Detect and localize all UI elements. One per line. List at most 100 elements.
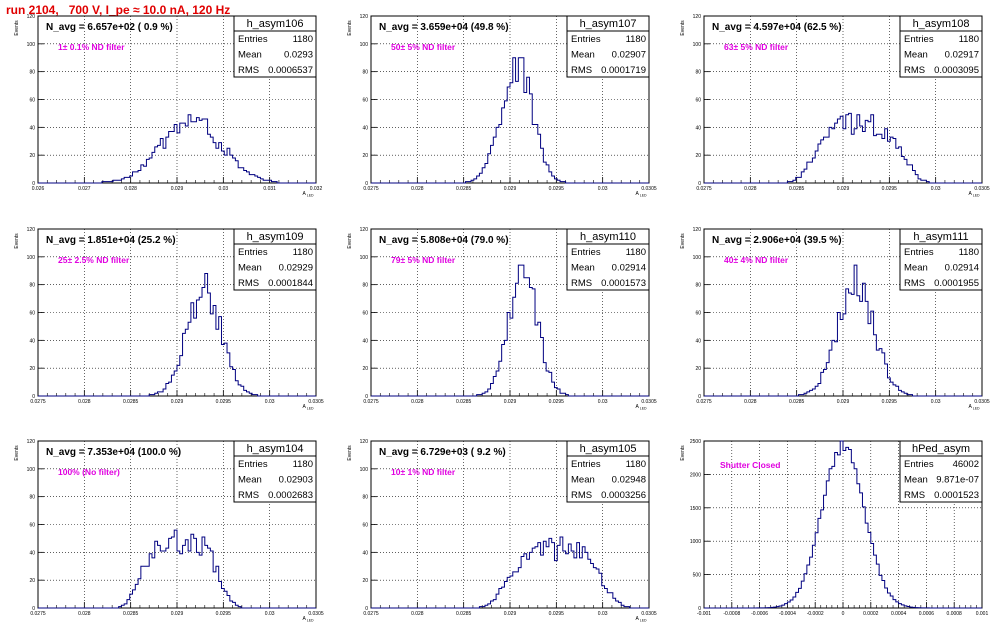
x-tick-label: 0.03 xyxy=(931,399,941,405)
stats-value: 0.02907 xyxy=(612,50,646,61)
y-tick-label: 20 xyxy=(362,153,368,159)
y-axis-label: Events xyxy=(347,233,353,249)
y-tick-label: 2000 xyxy=(690,472,701,478)
x-axis-label-subscript: LED xyxy=(972,194,980,198)
x-axis-label: A LED xyxy=(635,404,647,411)
stats-label: RMS xyxy=(238,278,259,289)
x-tick-label: 0.026 xyxy=(32,186,45,192)
stats-value: 1180 xyxy=(293,247,313,258)
stats-label: RMS xyxy=(571,278,592,289)
stats-label: Mean xyxy=(904,263,928,274)
x-axis-label: A LED xyxy=(635,616,647,622)
histogram-panel: 0 20 40 60 80 100 120 0.026 0.027 0.028 0.029 0.03 0… xyxy=(14,14,322,198)
filter-annotation: Shutter Closed xyxy=(720,460,780,470)
x-tick-label: 0.03 xyxy=(218,186,228,192)
y-axis-label: Events xyxy=(14,445,20,461)
y-tick-label: 120 xyxy=(360,227,369,233)
stats-value: 46002 xyxy=(953,459,979,470)
stats-box xyxy=(233,243,317,291)
x-tick-label: 0.028 xyxy=(744,186,757,192)
y-tick-label: 40 xyxy=(695,125,701,131)
x-tick-label: 0.029 xyxy=(504,399,517,405)
y-tick-label: 60 xyxy=(29,311,35,317)
x-axis-label: A LED xyxy=(968,191,980,198)
x-axis-label-subscript: LED xyxy=(306,407,314,411)
x-axis-label-subscript: LED xyxy=(972,407,980,411)
y-tick-label: 40 xyxy=(362,125,368,131)
stats-label: Mean xyxy=(904,475,928,486)
x-tick-label: 0.029 xyxy=(504,186,517,192)
x-tick-label: 0.028 xyxy=(411,186,424,192)
y-tick-label: 100 xyxy=(360,42,369,48)
y-axis-label: Events xyxy=(14,233,20,249)
histogram-panel: 0 20 40 60 80 100 120 0.0275 0.028 0.0285 0.029 0.0… xyxy=(347,14,657,198)
y-tick-label: 120 xyxy=(27,227,36,233)
y-tick-label: 20 xyxy=(29,153,35,159)
stats-label: RMS xyxy=(238,65,259,76)
y-tick-label: 120 xyxy=(360,14,369,20)
y-tick-label: 100 xyxy=(27,467,36,473)
x-tick-label: 0.0275 xyxy=(30,611,46,617)
stats-label: Mean xyxy=(571,475,595,486)
filter-annotation: 25± 2.5% ND filter xyxy=(58,255,130,265)
x-tick-label: 0.029 xyxy=(171,186,184,192)
histogram-panel: 0 20 40 60 80 100 120 0.0275 0.028 0.0285 0.029 0.0… xyxy=(680,227,990,411)
histogram-panel: 0 500 1000 1500 2000 2500 -0.001 -0.0008 -0.0006… xyxy=(680,439,988,617)
x-tick-label: 0.0275 xyxy=(696,186,712,192)
y-tick-label: 2500 xyxy=(690,439,701,445)
x-tick-label: 0.0305 xyxy=(308,399,324,405)
x-tick-label: -0.001 xyxy=(697,611,711,617)
stats-box xyxy=(899,30,983,78)
x-axis-label-main: A xyxy=(635,404,639,410)
y-tick-label: 100 xyxy=(360,467,369,473)
x-tick-label: 0.028 xyxy=(411,611,424,617)
x-tick-label: 0.0295 xyxy=(216,399,232,405)
stats-value: 1180 xyxy=(959,247,979,258)
y-axis-label: Events xyxy=(680,445,686,461)
x-tick-label: 0.0305 xyxy=(641,611,657,617)
x-tick-label: -0.0004 xyxy=(779,611,796,617)
stats-label: Mean xyxy=(904,50,928,61)
y-tick-label: 0 xyxy=(698,394,701,400)
x-axis-label-subscript: LED xyxy=(306,619,314,622)
stats-label: RMS xyxy=(571,490,592,501)
x-tick-label: 0.0295 xyxy=(549,611,565,617)
n-avg-label: N_avg = 5.808e+04 (79.0 %) xyxy=(379,235,509,246)
stats-label: Entries xyxy=(571,247,601,258)
stats-value: 0.0001573 xyxy=(601,278,646,289)
filter-annotation: 100% (No filter) xyxy=(58,467,120,477)
stats-label: Entries xyxy=(904,247,934,258)
stats-value: 0.0293 xyxy=(284,50,313,61)
x-tick-label: 0.0285 xyxy=(123,611,139,617)
x-tick-label: 0.0275 xyxy=(30,399,46,405)
filter-annotation: 63± 5% ND filter xyxy=(724,42,789,52)
stats-value: 0.02917 xyxy=(945,50,979,61)
x-tick-label: 0.029 xyxy=(837,399,850,405)
filter-annotation: 50± 5% ND filter xyxy=(391,42,456,52)
histogram-title: h_asym110 xyxy=(580,231,636,243)
n-avg-label: N_avg = 6.657e+02 ( 0.9 %) xyxy=(46,22,173,33)
y-tick-label: 40 xyxy=(29,125,35,131)
x-axis-label-subscript: LED xyxy=(639,194,647,198)
stats-label: Entries xyxy=(571,459,601,470)
y-tick-label: 60 xyxy=(362,523,368,529)
stats-value: 1180 xyxy=(959,34,979,45)
stats-box xyxy=(566,243,650,291)
stats-label: RMS xyxy=(904,490,925,501)
x-tick-label: 0.03 xyxy=(265,399,275,405)
stats-value: 0.02914 xyxy=(945,263,979,274)
stats-value: 1180 xyxy=(293,459,313,470)
x-tick-label: 0.0285 xyxy=(456,611,472,617)
x-axis-label-subscript: LED xyxy=(306,194,314,198)
x-tick-label: 0.0285 xyxy=(456,186,472,192)
stats-label: Mean xyxy=(238,263,262,274)
x-tick-label: 0.0295 xyxy=(216,611,232,617)
x-tick-label: 0.0295 xyxy=(549,399,565,405)
x-tick-label: 0.03 xyxy=(598,399,608,405)
x-tick-label: 0.0275 xyxy=(363,399,379,405)
y-tick-label: 0 xyxy=(365,394,368,400)
y-tick-label: 60 xyxy=(29,523,35,529)
stats-label: Mean xyxy=(238,50,262,61)
histogram-title: h_asym108 xyxy=(913,18,970,30)
x-tick-label: 0.03 xyxy=(598,611,608,617)
